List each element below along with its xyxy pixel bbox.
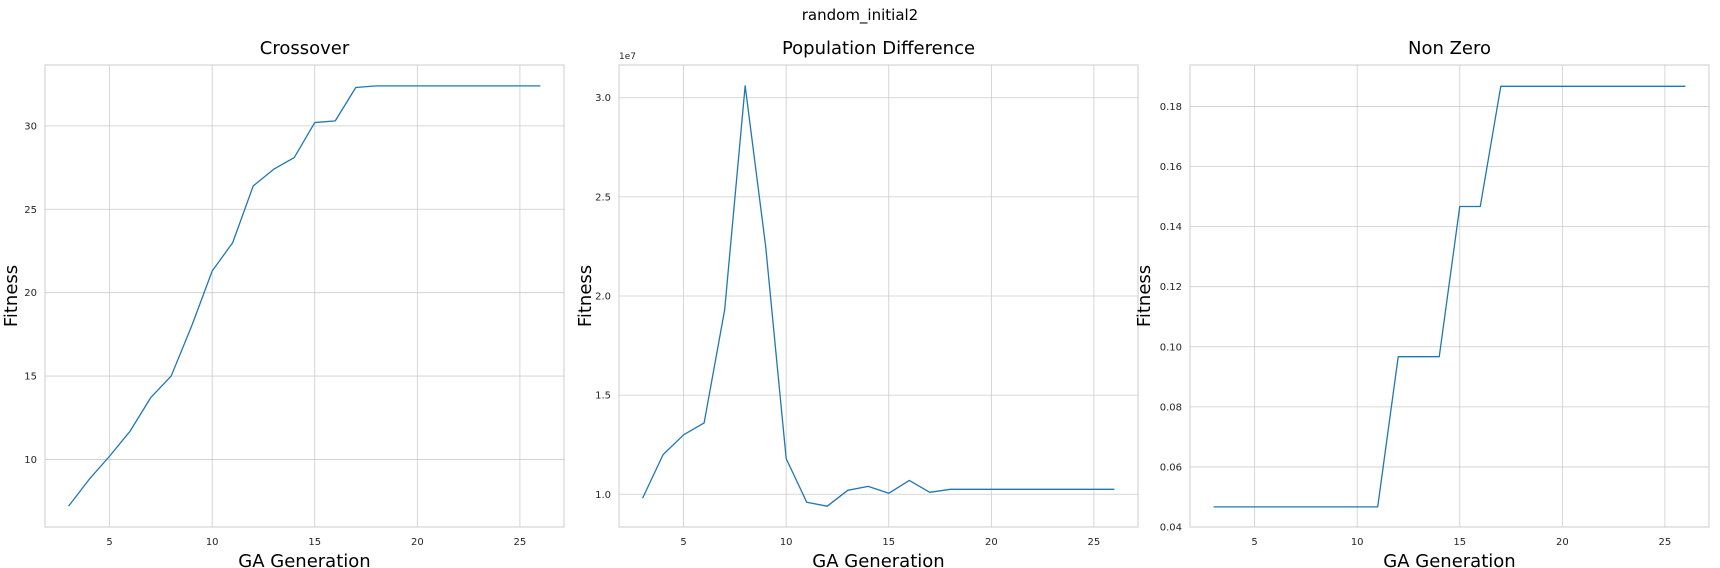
- x-tick-label: 5: [1251, 537, 1257, 548]
- plot-frame: [618, 64, 1139, 528]
- y-axis-label: Fitness: [1134, 265, 1155, 327]
- plot-frame: [44, 64, 565, 528]
- subplot-1: 5 10 15 20 25 10 15 20 25 30 Crossover GA Generatio…: [1, 38, 565, 568]
- y-tick-label: 0.12: [1160, 282, 1182, 293]
- plot-frame: [1189, 64, 1710, 528]
- subplot-title: Population Difference: [782, 38, 975, 59]
- series-line: [1213, 85, 1686, 508]
- y-tick-label: 0.16: [1160, 162, 1182, 173]
- series-line: [68, 85, 541, 507]
- x-tick-label: 10: [206, 537, 219, 548]
- x-tick-label: 5: [680, 537, 686, 548]
- x-tick-label: 10: [780, 537, 793, 548]
- x-tick-label: 25: [1088, 537, 1101, 548]
- x-tick-label: 15: [882, 537, 895, 548]
- y-tick-label: 0.18: [1160, 102, 1182, 113]
- figure-suptitle: random_initial2: [802, 6, 918, 25]
- y-tick-label: 2.0: [595, 292, 611, 303]
- y-tick-label: 0.10: [1160, 342, 1182, 353]
- x-axis-label: GA Generation: [1383, 551, 1515, 568]
- y-tick-label: 30: [24, 121, 37, 132]
- y-tick-label: 20: [24, 288, 37, 299]
- x-tick-label: 10: [1351, 537, 1364, 548]
- y-offset-label: 1e7: [619, 52, 636, 62]
- x-tick-label: 25: [514, 537, 527, 548]
- y-axis-label: Fitness: [1, 265, 22, 327]
- x-tick-label: 20: [1556, 537, 1569, 548]
- x-tick-label: 20: [985, 537, 998, 548]
- y-axis-label: Fitness: [575, 265, 596, 327]
- y-tick-label: 10: [24, 455, 37, 466]
- plot-area: [45, 65, 564, 527]
- x-axis-label: GA Generation: [238, 551, 370, 568]
- subplot-title: Crossover: [260, 38, 350, 59]
- y-tick-label: 2.5: [595, 192, 611, 203]
- plot-area: [1190, 65, 1709, 527]
- series-line: [642, 85, 1115, 507]
- y-tick-label: 1.0: [595, 490, 611, 501]
- x-tick-label: 5: [106, 537, 112, 548]
- x-tick-label: 25: [1659, 537, 1672, 548]
- x-tick-label: 15: [308, 537, 321, 548]
- subplot-2: 5 10 15 20 25 1.0 1.5 2.0 2.5 3.0 1e7 Population Di…: [575, 38, 1139, 568]
- y-tick-label: 1.5: [595, 391, 611, 402]
- subplot-3: 5 10 15 20 25 0.04 0.06 0.08 0.10 0.12 0.14 0.16 0.1…: [1134, 38, 1710, 568]
- x-tick-label: 20: [411, 537, 424, 548]
- y-tick-label: 0.04: [1160, 523, 1182, 534]
- x-axis-label: GA Generation: [812, 551, 944, 568]
- y-tick-label: 3.0: [595, 93, 611, 104]
- y-tick-label: 0.14: [1160, 222, 1182, 233]
- x-tick-label: 15: [1453, 537, 1466, 548]
- subplot-title: Non Zero: [1408, 38, 1491, 59]
- y-tick-label: 0.08: [1160, 402, 1182, 413]
- y-tick-label: 25: [24, 205, 37, 216]
- y-tick-label: 15: [24, 372, 37, 383]
- y-tick-label: 0.06: [1160, 462, 1182, 473]
